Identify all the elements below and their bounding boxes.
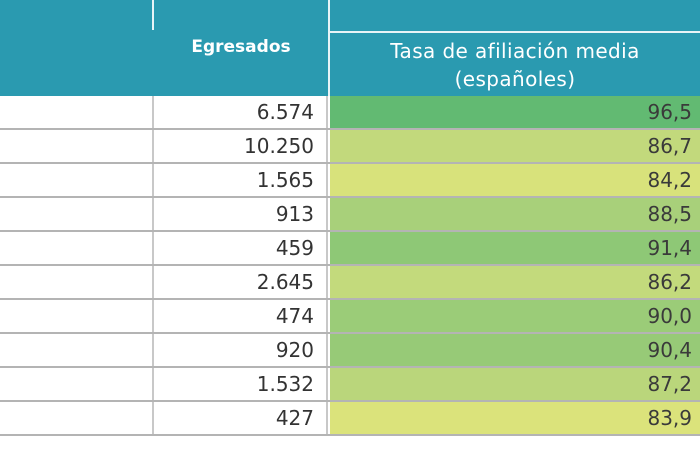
tasa-cell: 86,7 [330,130,700,162]
row-label-cell [0,164,154,196]
row-label-cell [0,232,154,264]
column-header-tasa-afiliacion: Tasa de afiliación media (españoles) [330,37,700,93]
table-row: 6.574 96,5 [0,96,700,130]
table-row: 920 90,4 [0,334,700,368]
row-label-cell [0,266,154,298]
egresados-cell: 10.250 [154,130,328,162]
table-row: 1.565 84,2 [0,164,700,198]
egresados-cell: 1.565 [154,164,328,196]
table-body: 6.574 96,5 10.250 86,7 1.565 84,2 913 88,5 4… [0,96,700,436]
row-label-cell [0,96,154,128]
row-label-cell [0,300,154,332]
egresados-cell: 474 [154,300,328,332]
row-label-cell [0,198,154,230]
tasa-cell: 91,4 [330,232,700,264]
row-label-cell [0,130,154,162]
column-header-egresados: Egresados [191,37,291,57]
tasa-cell: 90,4 [330,334,700,366]
table-row: 2.645 86,2 [0,266,700,300]
egresados-cell: 920 [154,334,328,366]
header-divider [152,0,154,30]
table-row: 913 88,5 [0,198,700,232]
egresados-cell: 6.574 [154,96,328,128]
tasa-cell: 90,0 [330,300,700,332]
tasa-cell: 87,2 [330,368,700,400]
table-row: 427 83,9 [0,402,700,436]
table-row: 1.532 87,2 [0,368,700,402]
egresados-cell: 913 [154,198,328,230]
row-label-cell [0,402,154,434]
egresados-cell: 427 [154,402,328,434]
column-header-tasa-line1: Tasa de afiliación media [390,39,640,63]
row-label-cell [0,368,154,400]
egresados-cell: 459 [154,232,328,264]
table-header: Egresados Tasa de afiliación media (espa… [0,0,700,96]
egresados-cell: 2.645 [154,266,328,298]
header-divider [328,0,330,96]
table-row: 10.250 86,7 [0,130,700,164]
tasa-cell: 83,9 [330,402,700,434]
column-header-tasa-line2: (españoles) [454,67,576,91]
table-row: 474 90,0 [0,300,700,334]
row-label-cell [0,334,154,366]
tasa-cell: 88,5 [330,198,700,230]
table-row: 459 91,4 [0,232,700,266]
tasa-cell: 84,2 [330,164,700,196]
tasa-cell: 96,5 [330,96,700,128]
tasa-cell: 86,2 [330,266,700,298]
egresados-cell: 1.532 [154,368,328,400]
header-divider [330,31,700,33]
